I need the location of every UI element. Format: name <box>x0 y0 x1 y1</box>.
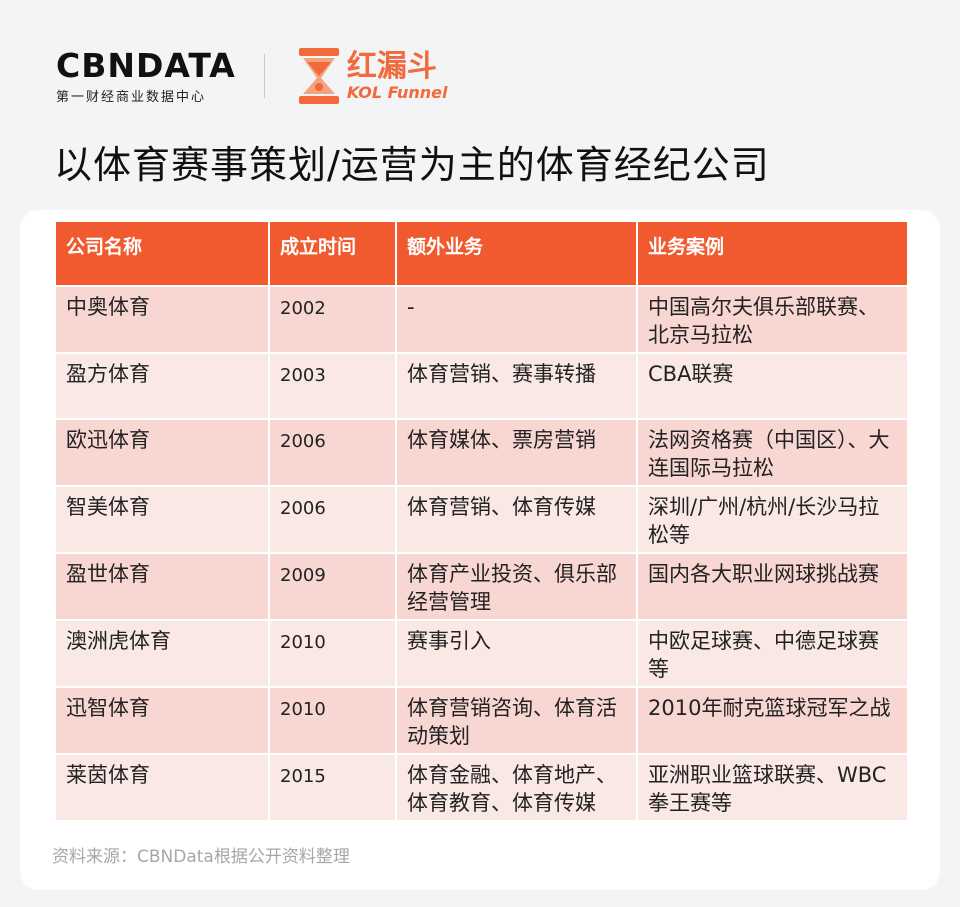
column-header-company: 公司名称 <box>56 222 270 287</box>
table-row: 盈方体育 2003 体育营销、赛事转播 CBA联赛 <box>56 353 907 420</box>
cell-year: 2006 <box>269 419 397 487</box>
cell-company: 澳洲虎体育 <box>56 620 270 688</box>
logo-divider <box>263 54 265 98</box>
cell-company: 智美体育 <box>56 486 270 554</box>
cell-cases: 中国高尔夫俱乐部联赛、北京马拉松 <box>637 286 907 354</box>
cell-year: 2003 <box>269 353 397 420</box>
cell-year: 2002 <box>269 286 397 354</box>
cell-company: 盈方体育 <box>56 353 270 420</box>
cell-cases: 国内各大职业网球挑战赛 <box>637 553 907 621</box>
table-header-row: 公司名称 成立时间 额外业务 业务案例 <box>56 222 907 287</box>
table-row: 迅智体育 2010 体育营销咨询、体育活动策划 2010年耐克篮球冠军之战 <box>56 687 907 755</box>
cbndata-logo: CBNDATA 第一财经商业数据中心 <box>56 45 236 105</box>
cell-extra-business: 赛事引入 <box>396 620 638 688</box>
cell-company: 中奥体育 <box>56 286 270 354</box>
kol-funnel-name-en: KOL Funnel <box>346 83 448 102</box>
cell-extra-business: 体育营销咨询、体育活动策划 <box>396 687 638 755</box>
table-row: 澳洲虎体育 2010 赛事引入 中欧足球赛、中德足球赛等 <box>56 620 907 688</box>
column-header-cases: 业务案例 <box>637 222 907 287</box>
table-row: 盈世体育 2009 体育产业投资、俱乐部经营管理 国内各大职业网球挑战赛 <box>56 553 907 621</box>
cell-cases: 亚洲职业篮球联赛、WBC拳王赛等 <box>637 754 907 822</box>
cell-cases: 深圳/广州/杭州/长沙马拉松等 <box>637 486 907 554</box>
cell-extra-business: 体育营销、体育传媒 <box>396 486 638 554</box>
cell-company: 迅智体育 <box>56 687 270 755</box>
cell-cases: 中欧足球赛、中德足球赛等 <box>637 620 907 688</box>
cell-company: 莱茵体育 <box>56 754 270 822</box>
cell-extra-business: 体育产业投资、俱乐部经营管理 <box>396 553 638 621</box>
cell-cases: 法网资格赛（中国区）、大连国际马拉松 <box>637 419 907 487</box>
source-note: 资料来源：CBNData根据公开资料整理 <box>52 847 350 867</box>
cbndata-subtitle: 第一财经商业数据中心 <box>56 89 207 105</box>
company-table: 公司名称 成立时间 额外业务 业务案例 中奥体育 2002 - 中国高尔夫俱乐部… <box>56 222 907 822</box>
cell-cases: CBA联赛 <box>637 353 907 420</box>
cell-year: 2006 <box>269 486 397 554</box>
cell-extra-business: 体育营销、赛事转播 <box>396 353 638 420</box>
table-row: 欧迅体育 2006 体育媒体、票房营销 法网资格赛（中国区）、大连国际马拉松 <box>56 419 907 487</box>
table-row: 中奥体育 2002 - 中国高尔夫俱乐部联赛、北京马拉松 <box>56 286 907 354</box>
table-row: 智美体育 2006 体育营销、体育传媒 深圳/广州/杭州/长沙马拉松等 <box>56 486 907 554</box>
kol-funnel-logo: 红漏斗 KOL Funnel <box>298 48 448 104</box>
column-header-year: 成立时间 <box>269 222 397 287</box>
cell-year: 2015 <box>269 754 397 822</box>
cbndata-wordmark: CBNDATA <box>56 45 236 85</box>
cell-extra-business: 体育金融、体育地产、体育教育、体育传媒 <box>396 754 638 822</box>
funnel-icon <box>298 48 339 104</box>
page-title: 以体育赛事策划/运营为主的体育经纪公司 <box>54 143 770 187</box>
cell-extra-business: 体育媒体、票房营销 <box>396 419 638 487</box>
cell-company: 欧迅体育 <box>56 419 270 487</box>
cell-year: 2009 <box>269 553 397 621</box>
header: CBNDATA 第一财经商业数据中心 红漏斗 KOL Funnel <box>56 44 448 108</box>
column-header-extra-business: 额外业务 <box>396 222 638 287</box>
kol-funnel-name-cn: 红漏斗 <box>346 49 437 84</box>
cell-cases: 2010年耐克篮球冠军之战 <box>637 687 907 755</box>
table-row: 莱茵体育 2015 体育金融、体育地产、体育教育、体育传媒 亚洲职业篮球联赛、W… <box>56 754 907 822</box>
cell-year: 2010 <box>269 620 397 688</box>
cell-year: 2010 <box>269 687 397 755</box>
cell-company: 盈世体育 <box>56 553 270 621</box>
cell-extra-business: - <box>396 286 638 354</box>
